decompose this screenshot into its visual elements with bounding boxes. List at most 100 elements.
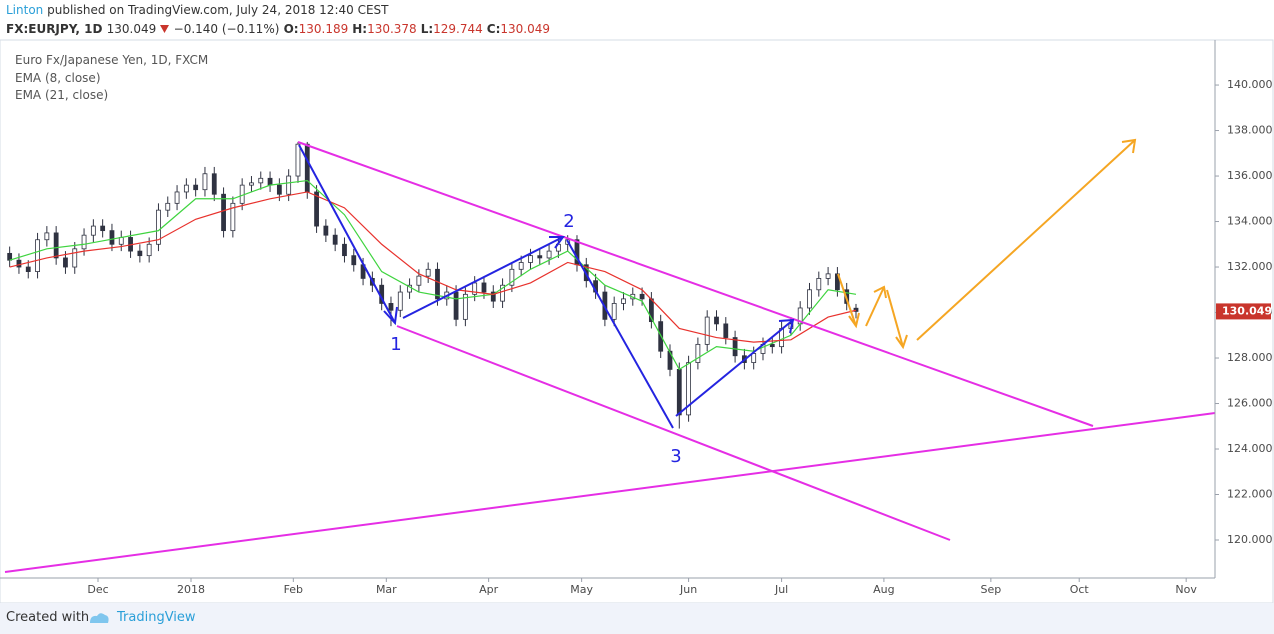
candle-body [546, 250, 552, 259]
wave-label: 1 [390, 334, 401, 355]
candle-body [351, 255, 357, 266]
candle-body [490, 291, 496, 302]
candle-body [183, 184, 189, 193]
forecast-arrow [865, 286, 885, 327]
x-tick-label: Feb [284, 583, 303, 596]
candle-body [72, 248, 78, 268]
ema-line [9, 179, 857, 371]
last-price: 130.049 [106, 22, 157, 36]
wave-arrow [675, 319, 794, 417]
candle-body [462, 293, 468, 320]
candle-body [834, 273, 840, 291]
candle-body [258, 177, 264, 184]
candle-body [100, 225, 106, 232]
candle-body [146, 243, 152, 257]
candle-body [807, 289, 812, 309]
x-tick-label: Nov [1175, 583, 1197, 596]
ohlc-label: H: [352, 22, 368, 36]
forecast-arrow [837, 273, 857, 327]
candle-body [704, 316, 710, 345]
x-tick-label: Jul [774, 583, 788, 596]
candle-body [332, 234, 338, 245]
candle-body [853, 307, 859, 312]
candle-body [81, 234, 87, 250]
candle-body [453, 291, 459, 320]
candle-body [481, 282, 487, 293]
footer: Created with TradingView [0, 603, 1274, 634]
candle-body [174, 191, 180, 204]
candle-body [193, 184, 199, 191]
y-tick-label: 140.000 [1227, 78, 1273, 91]
ohlc-value: 129.744 [433, 22, 483, 36]
candle-body [314, 191, 319, 227]
candle-body [518, 262, 524, 270]
down-arrow [160, 25, 170, 33]
candle-body [639, 293, 645, 300]
candle-body [44, 232, 50, 241]
candle-body [90, 225, 96, 236]
candle-body [695, 343, 701, 363]
candle-body [435, 268, 440, 300]
wave-label: 3 [670, 446, 681, 467]
ohlc-value: 130.189 [298, 22, 349, 36]
candle-body [397, 291, 403, 311]
y-tick-label: 128.000 [1227, 351, 1273, 364]
candle-body [25, 266, 31, 272]
last-price-label: 130.049 [1222, 304, 1272, 317]
ema-line [9, 191, 857, 343]
candle-body [230, 202, 236, 232]
candle-body [267, 177, 273, 186]
author[interactable]: Linton [6, 3, 44, 17]
arrow-head [383, 306, 398, 326]
candle-body [16, 259, 22, 268]
y-tick-label: 120.000 [1227, 533, 1273, 546]
wave-arrow [298, 144, 396, 324]
arrow-head [778, 318, 795, 334]
arrow-head [848, 312, 860, 329]
candle-body [825, 273, 831, 279]
candle-body [35, 239, 40, 272]
ohlc-value: 130.049 [500, 22, 550, 36]
trend-line [297, 141, 1094, 427]
logo [90, 613, 109, 623]
candle-body [500, 284, 505, 302]
axis-labels: 120.000 122.000 124.000 126.000 128.000 130.0… [87, 78, 1272, 596]
created-with: Created with [6, 610, 90, 625]
candle-body [723, 323, 729, 338]
candle-body [286, 175, 292, 195]
forecast-arrow [916, 139, 1136, 341]
y-tick-label: 122.000 [1227, 488, 1273, 501]
candle-body [63, 257, 68, 268]
candle-body [323, 225, 329, 236]
candle-body [537, 255, 543, 259]
forecast-arrow [886, 289, 904, 348]
legend-title: Euro Fx/Japanese Yen, 1D, FXCM [15, 53, 209, 67]
trend-line [396, 325, 951, 541]
arrow-head [1121, 138, 1137, 154]
ohlc: O:130.189 H:130.378 L:129.744 C:130.049 [284, 22, 554, 36]
candle-body [751, 353, 757, 363]
candle-body [732, 337, 738, 357]
x-tick-label: Apr [479, 583, 499, 596]
ohlc-label: O: [283, 22, 299, 36]
candle-body [53, 232, 59, 259]
candle-body [249, 182, 254, 186]
ohlc-label: L: [420, 22, 434, 36]
x-tick-label: 2018 [177, 583, 205, 596]
x-tick-label: May [570, 583, 593, 596]
y-tick-label: 134.000 [1227, 215, 1273, 228]
brand[interactable]: TradingView [117, 610, 196, 625]
x-tick-label: Aug [873, 583, 894, 596]
candle-body [165, 202, 171, 211]
ohlc-value: 130.378 [367, 22, 417, 36]
drawings [4, 138, 1216, 573]
candle-body [528, 255, 533, 263]
symbol-line: FX:EURJPY, 1D 130.049 −0.140 (−0.11%) O:… [6, 22, 554, 36]
candle-body [276, 184, 282, 195]
candle-body [137, 250, 143, 257]
arrow-head [873, 285, 887, 299]
y-tick-label: 136.000 [1227, 169, 1273, 182]
candle-body [118, 237, 124, 245]
